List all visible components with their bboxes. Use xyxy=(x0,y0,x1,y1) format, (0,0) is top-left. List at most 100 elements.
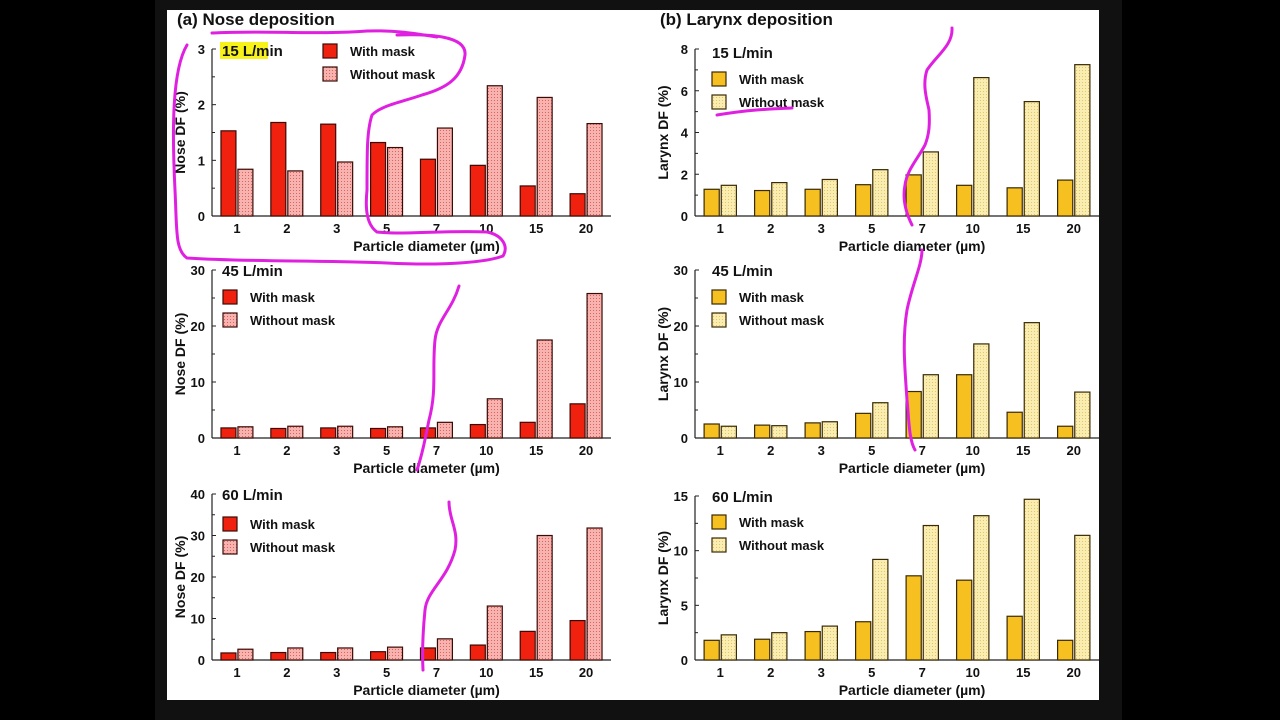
chart-panel-4: (b) Larynx deposition 0 2 4 6 8 Larynx DF (%) P… xyxy=(655,10,1099,254)
annotation-stroke-5 xyxy=(902,248,924,452)
y-tick-label: 10 xyxy=(674,375,688,390)
legend-label-with-mask: With mask xyxy=(739,515,805,530)
x-tick-label: 2 xyxy=(283,221,290,236)
legend-label-without-mask: Without mask xyxy=(250,540,336,555)
bar-with-mask xyxy=(270,651,287,661)
x-tick-label: 5 xyxy=(383,221,390,236)
bar-with-mask xyxy=(854,621,872,661)
y-tick-label: 2 xyxy=(198,98,205,113)
bar-without-mask xyxy=(821,421,838,439)
x-tick-label: 1 xyxy=(717,443,724,458)
y-tick-label: 6 xyxy=(681,84,688,99)
bar-without-mask xyxy=(287,425,304,439)
bar-without-mask xyxy=(386,646,404,661)
bar-without-mask xyxy=(771,632,788,661)
x-axis-label: Particle diameter (µm) xyxy=(839,460,986,476)
bar-without-mask xyxy=(287,647,304,661)
y-tick-label: 20 xyxy=(674,319,688,334)
y-tick-label: 30 xyxy=(191,263,205,278)
x-tick-label: 10 xyxy=(479,443,493,458)
x-tick-label: 1 xyxy=(717,665,724,680)
x-tick-label: 20 xyxy=(1067,665,1081,680)
bar-with-mask xyxy=(320,651,337,661)
flow-rate-label: 60 L/min xyxy=(712,489,773,506)
x-tick-label: 20 xyxy=(579,665,593,680)
legend: With mask Without mask xyxy=(711,514,825,553)
legend: With mask Without mask xyxy=(222,516,336,555)
bar-with-mask xyxy=(703,639,720,661)
x-axis-label: Particle diameter (µm) xyxy=(839,682,986,698)
legend-label-without-mask: Without mask xyxy=(739,538,825,553)
bar-without-mask xyxy=(386,426,404,439)
legend-swatch-with-mask xyxy=(222,289,238,305)
y-tick-label: 10 xyxy=(191,375,205,390)
bar-without-mask xyxy=(237,168,254,217)
bar-without-mask xyxy=(922,524,939,661)
bar-with-mask xyxy=(804,422,821,439)
x-tick-label: 3 xyxy=(818,221,825,236)
bar-with-mask xyxy=(804,188,821,217)
bar-without-mask xyxy=(973,343,990,439)
chart-panel-3: 0 10 20 30 40 Nose DF (%) Particle diameter (µ… xyxy=(172,487,611,698)
bar-with-mask xyxy=(469,423,486,439)
x-tick-label: 20 xyxy=(1067,221,1081,236)
bar-without-mask xyxy=(486,398,503,439)
x-axis-label: Particle diameter (µm) xyxy=(839,238,986,254)
bar-with-mask xyxy=(519,185,536,217)
bar-without-mask xyxy=(872,402,889,439)
bar-without-mask xyxy=(586,527,603,661)
bar-with-mask xyxy=(854,184,872,217)
x-tick-label: 3 xyxy=(333,665,340,680)
bar-without-mask xyxy=(536,534,553,661)
bar-with-mask xyxy=(1006,411,1023,439)
x-tick-label: 15 xyxy=(529,443,543,458)
x-tick-label: 20 xyxy=(579,443,593,458)
x-tick-label: 2 xyxy=(767,665,774,680)
x-tick-label: 5 xyxy=(383,443,390,458)
y-tick-label: 0 xyxy=(681,209,688,224)
y-tick-label: 8 xyxy=(681,42,688,57)
bar-without-mask xyxy=(1023,101,1040,217)
bar-without-mask xyxy=(436,638,453,661)
bar-without-mask xyxy=(720,425,737,439)
bar-without-mask xyxy=(436,421,453,439)
bar-with-mask xyxy=(320,427,337,439)
bar-with-mask xyxy=(905,575,922,661)
x-axis-label: Particle diameter (µm) xyxy=(353,238,500,254)
x-tick-label: 5 xyxy=(868,665,875,680)
bar-without-mask xyxy=(536,339,553,439)
x-tick-label: 3 xyxy=(333,443,340,458)
x-tick-label: 15 xyxy=(1016,443,1030,458)
annotation-stroke-4 xyxy=(902,26,954,227)
bar-with-mask xyxy=(220,427,237,439)
bar-with-mask xyxy=(569,403,586,439)
bar-without-mask xyxy=(771,425,788,439)
x-tick-label: 1 xyxy=(233,665,240,680)
bar-without-mask xyxy=(821,178,838,217)
flow-rate-label: 60 L/min xyxy=(222,487,283,504)
x-tick-label: 1 xyxy=(717,221,724,236)
bar-with-mask xyxy=(569,619,586,661)
legend-swatch-with-mask xyxy=(711,289,727,305)
legend-swatch-without-mask xyxy=(222,312,238,328)
chart-panel-1: (a) Nose deposition 0 1 2 3 Nose DF (%) Partic… xyxy=(172,10,611,254)
y-tick-label: 15 xyxy=(674,489,688,504)
bar-without-mask xyxy=(1074,391,1091,439)
bar-without-mask xyxy=(337,425,354,439)
x-axis-label: Particle diameter (µm) xyxy=(353,682,500,698)
bar-with-mask xyxy=(753,189,771,217)
legend-swatch-without-mask xyxy=(222,539,238,555)
legend-swatch-without-mask xyxy=(322,66,338,82)
bar-with-mask xyxy=(955,184,973,217)
title-highlight xyxy=(220,42,268,59)
bar-without-mask xyxy=(386,146,404,217)
bar-with-mask xyxy=(220,130,237,217)
x-tick-label: 20 xyxy=(1067,443,1081,458)
x-tick-label: 3 xyxy=(333,221,340,236)
y-axis-label: Larynx DF (%) xyxy=(655,85,671,179)
y-tick-label: 0 xyxy=(198,653,205,668)
y-tick-label: 20 xyxy=(191,570,205,585)
bar-without-mask xyxy=(872,169,889,217)
bar-without-mask xyxy=(237,426,254,439)
legend: With mask Without mask xyxy=(711,71,825,110)
